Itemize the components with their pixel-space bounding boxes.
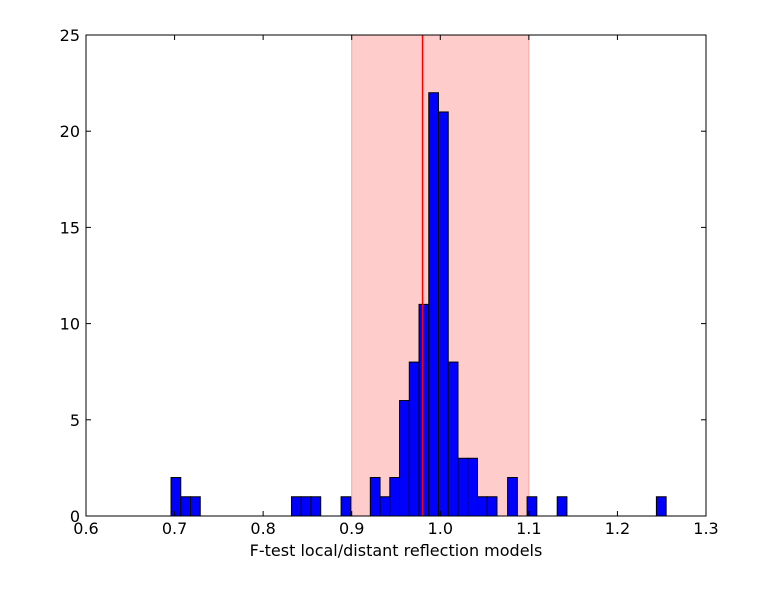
x-tick-label: 0.8	[250, 519, 275, 538]
x-ticks: 0.6 0.7 0.8 0.9 1.0 1.1 1.2 1.3	[73, 35, 719, 538]
histogram-bar-22	[556, 496, 568, 517]
histogram-bar-9	[389, 477, 401, 517]
histogram-bar-15	[447, 361, 459, 517]
x-tick-label: 1.3	[693, 519, 718, 538]
histogram-bar-1	[180, 496, 192, 517]
x-axis-label: F-test local/distant reflection models	[250, 541, 543, 560]
y-tick-label: 5	[70, 411, 80, 430]
histogram-bar-14	[438, 111, 449, 517]
x-tick-label: 0.6	[73, 519, 98, 538]
histogram-bar-23	[655, 496, 667, 517]
y-tick-label: 20	[60, 122, 80, 141]
x-tick-label: 1.1	[516, 519, 541, 538]
y-tick-label: 15	[60, 218, 80, 237]
histogram-bar-17	[467, 457, 478, 517]
histogram-bar-3	[290, 496, 302, 517]
y-tick-label: 0	[70, 507, 80, 526]
histogram-bar-4	[300, 496, 312, 517]
x-tick-label: 0.7	[162, 519, 187, 538]
histogram-bar-20	[507, 477, 518, 517]
histogram-bar-19	[486, 496, 498, 517]
bars-layer	[170, 92, 667, 517]
y-tick-label: 25	[60, 26, 80, 45]
x-tick-label: 1.0	[428, 519, 453, 538]
histogram-bar-2	[190, 496, 201, 517]
histogram-bar-16	[457, 457, 469, 517]
y-tick-label: 10	[60, 315, 80, 334]
histogram-bar-11	[408, 361, 420, 517]
x-tick-label: 1.2	[605, 519, 630, 538]
histogram-bar-18	[476, 496, 488, 517]
histogram-bar-5	[310, 496, 322, 517]
histogram-bar-6	[340, 496, 352, 517]
histogram-bar-8	[379, 496, 391, 517]
histogram-bar-12	[418, 303, 430, 517]
plot-frame	[85, 34, 707, 517]
histogram-bar-0	[170, 477, 182, 517]
histogram-bar-13	[428, 92, 440, 517]
y-ticks: 0 5 10 15 20 25	[60, 26, 706, 526]
x-tick-label: 0.9	[339, 519, 364, 538]
histogram-bar-7	[369, 477, 381, 517]
histogram-bar-10	[399, 400, 410, 517]
